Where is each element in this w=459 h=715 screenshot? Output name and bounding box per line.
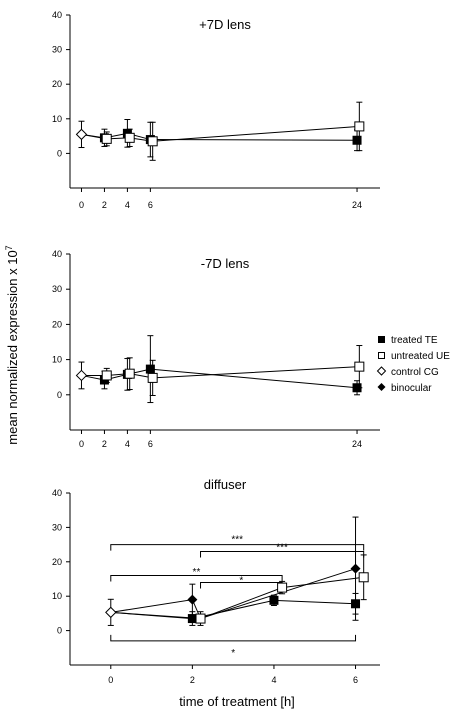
significance-label: *** [276, 543, 288, 554]
data-point-treated-te [187, 614, 197, 624]
legend: treated TE untreated UE control CG binoc… [376, 335, 450, 394]
y-tick-label: 30 [52, 522, 62, 532]
data-point-untreated-ue [358, 572, 369, 583]
x-tick-label: 24 [352, 200, 362, 210]
x-tick-label: 2 [102, 439, 107, 449]
x-tick-label: 6 [148, 439, 153, 449]
series-line [110, 599, 356, 620]
y-tick-label: 30 [52, 284, 62, 294]
x-tick-label: 0 [108, 675, 113, 685]
y-axis-title-exponent: 7 [4, 245, 14, 250]
data-point-untreated-ue [277, 582, 288, 593]
x-tick-label: 6 [353, 675, 358, 685]
legend-label: binocular [391, 383, 432, 394]
panel-title: diffuser [204, 477, 247, 492]
data-point-untreated-ue [354, 361, 365, 372]
data-point-untreated-ue [147, 136, 158, 147]
significance-bracket [110, 544, 365, 551]
data-point-treated-te [352, 135, 362, 145]
significance-label: * [231, 648, 235, 659]
data-point-untreated-ue [195, 613, 206, 624]
legend-marker-open-diamond [376, 366, 387, 376]
legend-marker-filled-square [378, 336, 385, 343]
y-tick-label: 20 [52, 557, 62, 567]
data-point-untreated-ue [101, 133, 112, 144]
y-tick-label: 0 [57, 626, 62, 636]
x-axis-title: time of treatment [h] [179, 694, 295, 709]
data-point-control-cg [75, 128, 88, 141]
data-point-untreated-ue [101, 370, 112, 381]
data-point-untreated-ue [147, 372, 158, 383]
data-point-binocular [187, 594, 198, 605]
x-tick-label: 0 [79, 200, 84, 210]
y-tick-label: 40 [52, 249, 62, 259]
significance-bracket [110, 575, 283, 582]
y-tick-label: 30 [52, 45, 62, 55]
legend-item-untreated-ue: untreated UE [378, 351, 450, 362]
significance-label: * [239, 576, 243, 587]
x-tick-label: 2 [190, 675, 195, 685]
data-point-treated-te [352, 383, 362, 393]
y-tick-label: 0 [57, 148, 62, 158]
y-axis-title: mean normalized expression x 107 [4, 245, 20, 444]
series-line [110, 576, 364, 620]
y-tick-label: 40 [52, 488, 62, 498]
legend-item-treated-te: treated TE [378, 335, 438, 346]
data-point-control-cg [75, 369, 88, 382]
significance-label: ** [193, 567, 201, 578]
x-tick-label: 4 [125, 200, 130, 210]
legend-item-control-cg: control CG [376, 366, 439, 378]
x-tick-label: 2 [102, 200, 107, 210]
significance-label: *** [231, 534, 243, 545]
panel-title: +7D lens [199, 17, 251, 32]
y-tick-label: 10 [52, 114, 62, 124]
data-point-control-cg [105, 606, 117, 619]
legend-label: control CG [391, 367, 439, 378]
legend-item-binocular: binocular [377, 383, 432, 394]
series-line [110, 568, 356, 620]
y-tick-label: 10 [52, 355, 62, 365]
x-tick-label: 24 [352, 439, 362, 449]
x-tick-label: 4 [271, 675, 276, 685]
legend-marker-filled-diamond [377, 383, 386, 391]
panel-title: -7D lens [201, 256, 250, 271]
data-point-treated-te [351, 599, 361, 609]
data-point-binocular [350, 563, 361, 574]
x-tick-label: 6 [148, 200, 153, 210]
series-line [81, 368, 358, 389]
data-point-untreated-ue [124, 368, 135, 379]
y-tick-label: 20 [52, 79, 62, 89]
data-point-untreated-ue [354, 121, 365, 132]
x-tick-label: 4 [125, 439, 130, 449]
y-tick-label: 10 [52, 591, 62, 601]
legend-label: untreated UE [391, 351, 450, 362]
legend-label: treated TE [391, 335, 438, 346]
data-point-treated-te [269, 595, 279, 605]
x-tick-label: 0 [79, 439, 84, 449]
legend-marker-open-square [378, 352, 385, 359]
y-tick-label: 20 [52, 319, 62, 329]
y-tick-label: 0 [57, 390, 62, 400]
data-point-treated-te [145, 364, 155, 374]
data-point-untreated-ue [124, 132, 135, 143]
y-tick-label: 40 [52, 10, 62, 20]
significance-bracket [110, 634, 357, 642]
